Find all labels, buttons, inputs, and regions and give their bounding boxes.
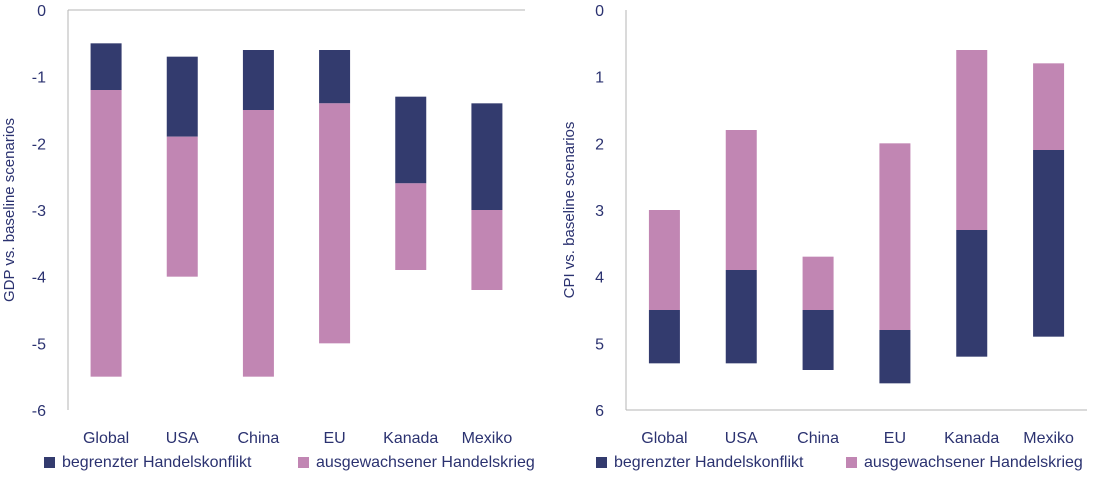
- cpi-bar-usa-series-2: [725, 130, 757, 270]
- gdp-y-tick-label: 0: [37, 3, 46, 20]
- gdp-y-axis-title: GDP vs. baseline scenarios: [1, 118, 18, 302]
- cpi-category-label: USA: [725, 430, 758, 447]
- gdp-y-tick-label: -5: [32, 336, 46, 353]
- cpi-y-tick-label: 2: [595, 136, 604, 153]
- cpi-bar-eu-series-2: [879, 143, 911, 330]
- cpi-bar-global-series-1: [648, 310, 680, 364]
- gdp-legend-label-2: ausgewachsener Handelskrieg: [316, 454, 535, 471]
- gdp-y-tick-label: -3: [32, 203, 46, 220]
- cpi-bar-mexiko-series-1: [1033, 150, 1065, 337]
- gdp-category-label: Global: [83, 430, 129, 447]
- gdp-category-label: Mexiko: [462, 430, 513, 447]
- gdp-bar-mexiko-series-1: [471, 103, 503, 210]
- cpi-bar-china-series-2: [802, 256, 834, 310]
- cpi-bar-mexiko-series-2: [1033, 63, 1065, 151]
- cpi-y-tick-label: 5: [595, 336, 604, 353]
- gdp-chart: 0 -1 -2 -3 -4 -5 -6 GDP vs. baseline scenarios G…: [1, 3, 535, 471]
- gdp-y-tick-label: -1: [32, 70, 46, 87]
- gdp-legend-swatch-1: [44, 457, 55, 468]
- gdp-bar-kanada-series-1: [395, 96, 427, 184]
- cpi-chart: 0 1 2 3 4 5 6 CPI vs. baseline scenarios Global U…: [561, 3, 1087, 471]
- cpi-category-label: Mexiko: [1023, 430, 1074, 447]
- cpi-category-label: China: [797, 430, 839, 447]
- cpi-bar-usa-series-1: [725, 270, 757, 364]
- gdp-y-tick-label: -6: [32, 403, 46, 420]
- cpi-y-tick-label: 1: [595, 70, 604, 87]
- cpi-bar-kanada-series-1: [956, 230, 988, 357]
- cpi-y-tick-label: 6: [595, 403, 604, 420]
- cpi-legend-label-2: ausgewachsener Handelskrieg: [864, 454, 1083, 471]
- gdp-bar-eu-series-1: [319, 50, 351, 104]
- gdp-bar-china-series-2: [242, 110, 274, 377]
- gdp-category-label: China: [238, 430, 280, 447]
- gdp-bar-kanada-series-2: [395, 183, 427, 270]
- cpi-bar-global-series-2: [648, 210, 680, 310]
- gdp-category-label: EU: [323, 430, 345, 447]
- gdp-bar-mexiko-series-2: [471, 210, 503, 290]
- gdp-category-label: USA: [166, 430, 199, 447]
- gdp-bar-global-series-1: [90, 43, 122, 90]
- gdp-bar-global-series-2: [90, 90, 122, 377]
- cpi-category-label: Kanada: [944, 430, 999, 447]
- cpi-y-tick-label: 3: [595, 203, 604, 220]
- cpi-bar-kanada-series-2: [956, 50, 988, 230]
- cpi-y-tick-label: 4: [595, 270, 604, 287]
- gdp-bar-usa-series-1: [166, 56, 198, 137]
- cpi-category-label: EU: [884, 430, 906, 447]
- gdp-bar-eu-series-2: [319, 103, 351, 344]
- cpi-bar-eu-series-1: [879, 330, 911, 384]
- gdp-legend-swatch-2: [298, 457, 309, 468]
- cpi-legend-swatch-1: [596, 457, 607, 468]
- cpi-y-tick-label: 0: [595, 3, 604, 20]
- gdp-legend-label-1: begrenzter Handelskonflikt: [62, 454, 252, 471]
- cpi-category-label: Global: [641, 430, 687, 447]
- gdp-y-tick-label: -4: [32, 270, 46, 287]
- cpi-legend-swatch-2: [846, 457, 857, 468]
- gdp-y-tick-label: -2: [32, 136, 46, 153]
- gdp-bar-usa-series-2: [166, 136, 198, 277]
- cpi-legend-label-1: begrenzter Handelskonflikt: [614, 454, 804, 471]
- cpi-bar-china-series-1: [802, 310, 834, 370]
- gdp-bar-china-series-1: [242, 50, 274, 110]
- cpi-y-axis-title: CPI vs. baseline scenarios: [561, 122, 578, 299]
- gdp-category-label: Kanada: [383, 430, 438, 447]
